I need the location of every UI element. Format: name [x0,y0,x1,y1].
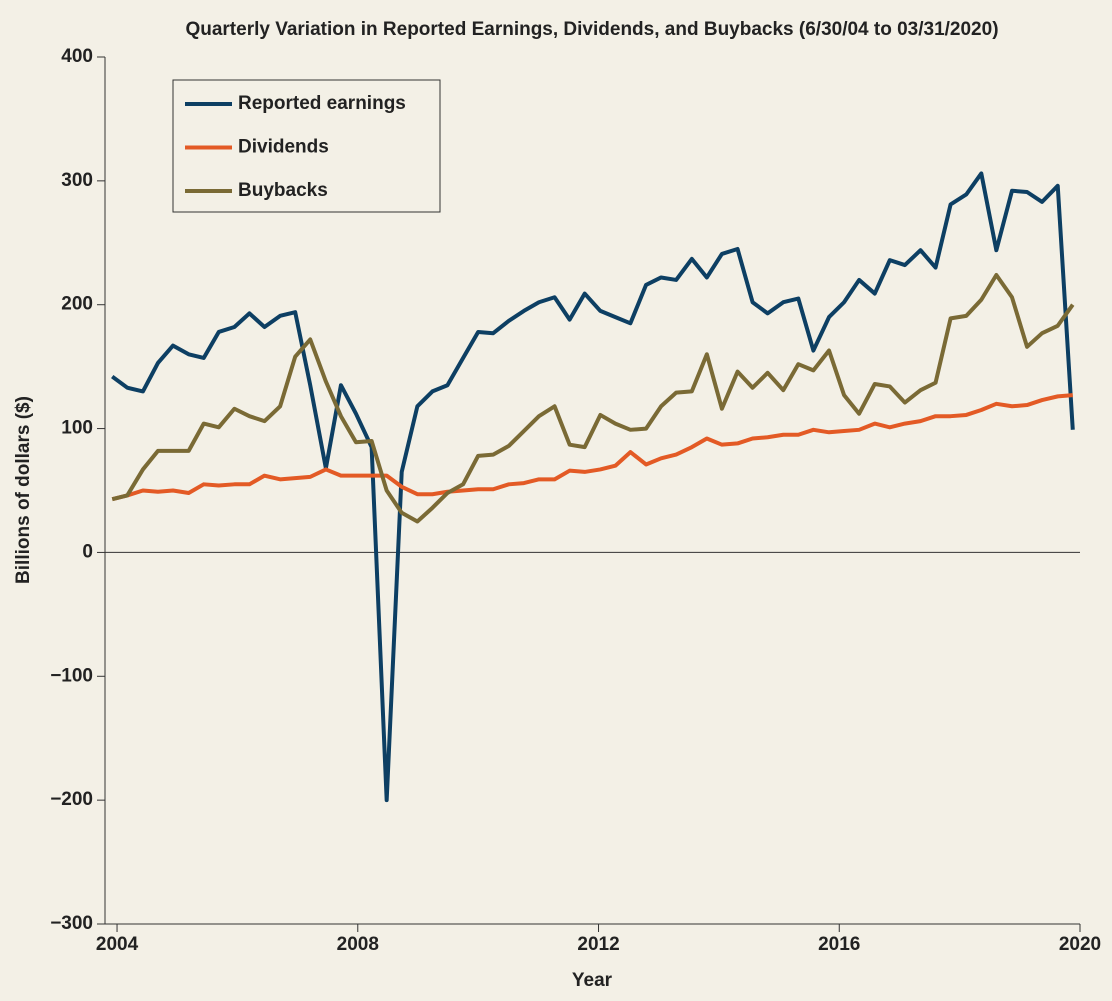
legend-label: Buybacks [238,180,328,201]
x-axis-title: Year [572,970,613,991]
legend-label: Dividends [238,137,329,158]
y-axis-title: Billions of dollars ($) [13,396,34,584]
y-tick-label: −100 [50,665,93,686]
y-tick-label: 200 [61,294,93,315]
series-line [111,171,1075,803]
y-tick-label: −200 [50,789,93,810]
x-tick-label: 2004 [96,934,139,955]
series-line [111,393,1073,502]
y-tick-label: 400 [61,46,93,67]
y-tick-label: 300 [61,170,93,191]
x-tick-label: 2020 [1059,934,1101,955]
x-tick-label: 2016 [818,934,860,955]
x-tick-label: 2012 [577,934,619,955]
y-tick-label: 100 [61,418,93,439]
y-tick-label: 0 [82,541,93,562]
y-tick-label: −300 [50,913,93,934]
x-tick-label: 2008 [337,934,379,955]
chart-title: Quarterly Variation in Reported Earnings… [185,19,998,40]
series-line [111,272,1075,524]
legend-label: Reported earnings [238,93,406,114]
